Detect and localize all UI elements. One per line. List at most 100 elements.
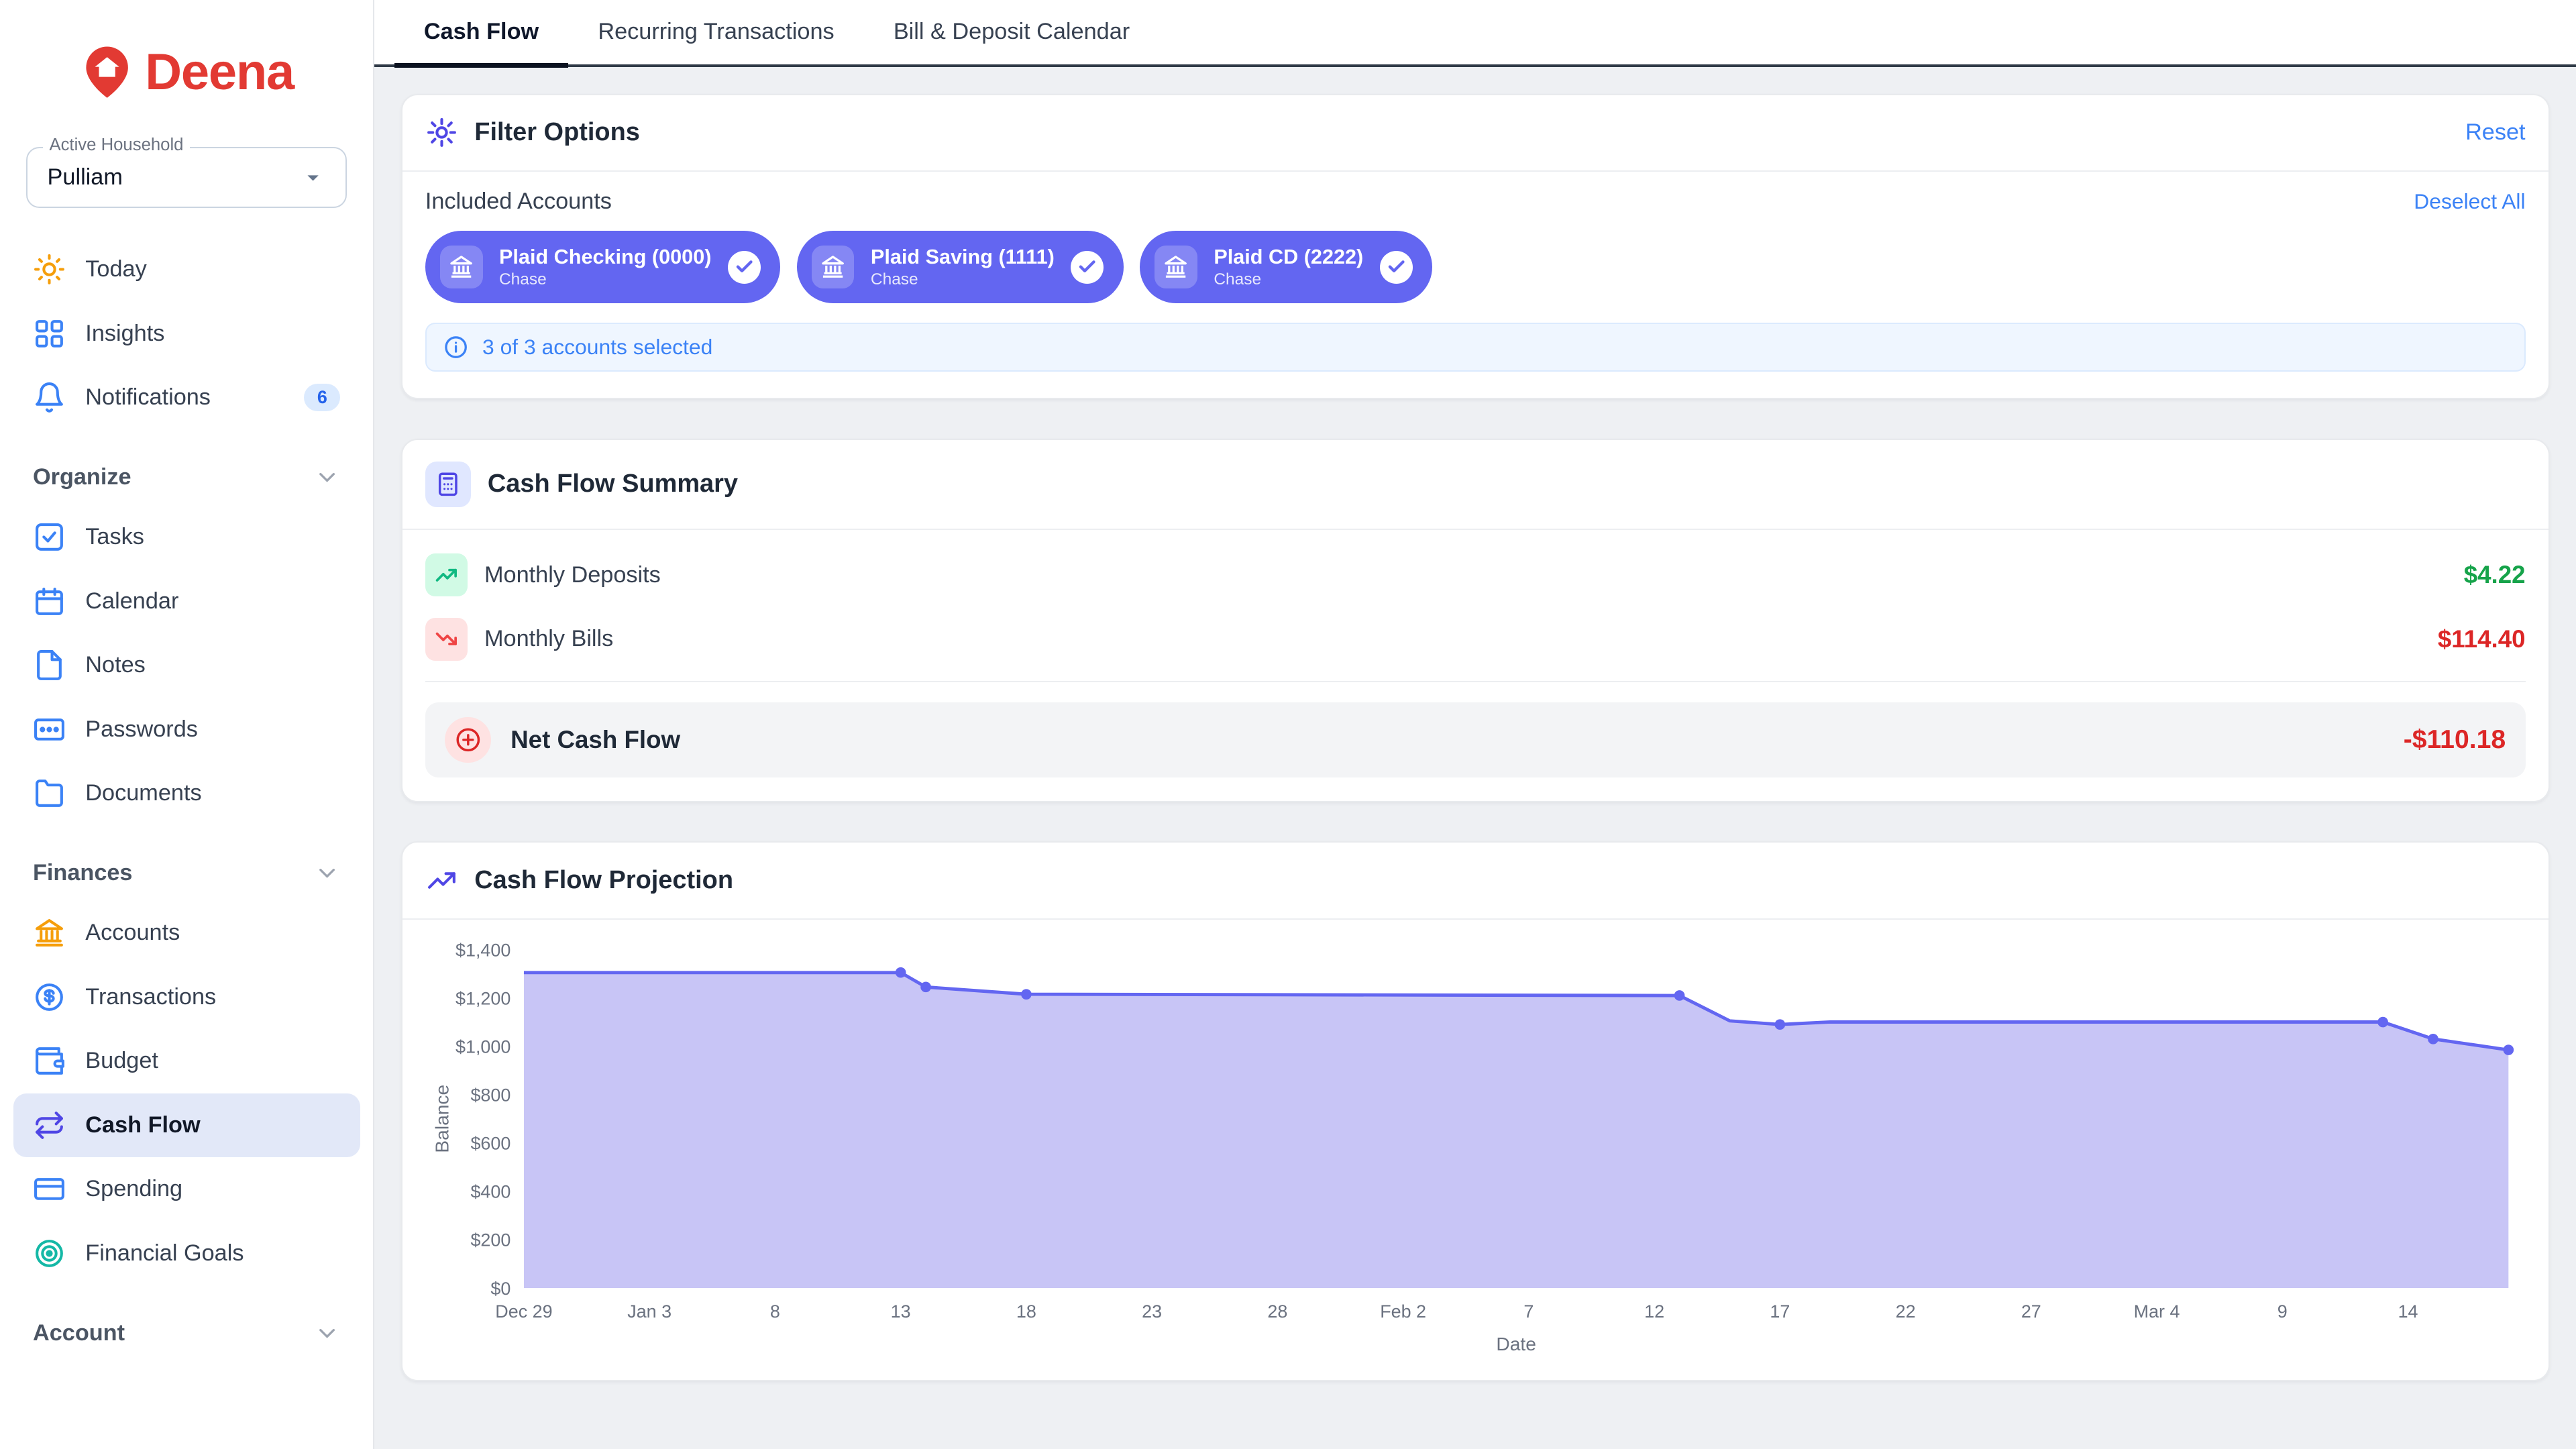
- sidebar-item-label: Notes: [85, 652, 146, 678]
- account-name: Plaid Checking (0000): [499, 245, 712, 268]
- section-organize[interactable]: Organize: [33, 456, 340, 499]
- included-accounts-label: Included Accounts: [425, 188, 612, 214]
- trending-down-icon: [425, 617, 468, 661]
- sidebar-item-documents[interactable]: Documents: [13, 761, 360, 826]
- reset-button[interactable]: Reset: [2465, 119, 2526, 146]
- sun-icon: [34, 254, 64, 285]
- svg-text:$600: $600: [470, 1133, 511, 1153]
- sidebar-item-cash-flow[interactable]: Cash Flow: [13, 1093, 360, 1158]
- check-square-icon: [36, 523, 63, 551]
- svg-text:8: 8: [770, 1301, 780, 1322]
- svg-text:Mar 4: Mar 4: [2133, 1301, 2180, 1322]
- password-card-icon: [34, 718, 64, 741]
- svg-text:27: 27: [2021, 1301, 2041, 1322]
- projection-title: Cash Flow Projection: [474, 866, 734, 895]
- chevron-down-icon: [319, 472, 335, 482]
- accounts-selected-info: 3 of 3 accounts selected: [425, 323, 2526, 372]
- check-icon: [1379, 250, 1413, 284]
- trending-up-icon: [427, 872, 455, 889]
- svg-text:$400: $400: [470, 1181, 511, 1201]
- sidebar-item-notifications[interactable]: Notifications 6: [13, 366, 360, 430]
- page-content: Filter Options Reset Included Accounts D…: [374, 67, 2576, 1449]
- svg-text:Jan 3: Jan 3: [627, 1301, 672, 1322]
- sidebar-nav: Today Insights Notifications 6 Organize …: [0, 215, 373, 1361]
- sidebar-item-transactions[interactable]: Transactions: [13, 965, 360, 1030]
- tab-recurring-transactions[interactable]: Recurring Transactions: [598, 18, 835, 44]
- sidebar-item-label: Transactions: [85, 983, 217, 1010]
- divider: [425, 681, 2526, 682]
- wallet-icon: [36, 1047, 64, 1075]
- cash-flow-summary-card: Cash Flow Summary Monthly Deposits $4.22…: [400, 438, 2550, 802]
- check-icon: [1071, 250, 1104, 284]
- gear-icon: [427, 118, 456, 148]
- household-select[interactable]: Active Household Pulliam: [26, 136, 347, 208]
- svg-text:14: 14: [2398, 1301, 2418, 1322]
- trending-up-icon: [425, 553, 468, 597]
- svg-text:9: 9: [2277, 1301, 2288, 1322]
- net-label: Net Cash Flow: [511, 725, 681, 753]
- sidebar-item-notes[interactable]: Notes: [13, 633, 360, 698]
- account-name: Plaid Saving (1111): [870, 245, 1055, 268]
- summary-title: Cash Flow Summary: [487, 470, 739, 498]
- account-chip-plaid-cd[interactable]: Plaid CD (2222) Chase: [1140, 231, 1433, 303]
- sidebar-item-label: Financial Goals: [85, 1240, 244, 1266]
- svg-text:7: 7: [1523, 1301, 1534, 1322]
- cash-flow-projection-chart: $1,400 $1,200 $1,000 $800 $600 $400 $200 $0 Dec …: [425, 933, 2526, 1360]
- sidebar-item-label: Tasks: [85, 524, 144, 550]
- household-value: Pulliam: [47, 164, 123, 191]
- household-label: Active Household: [42, 136, 191, 156]
- notifications-badge: 6: [304, 384, 341, 412]
- tab-cash-flow[interactable]: Cash Flow: [394, 0, 569, 68]
- bills-value: $114.40: [2437, 625, 2526, 653]
- calendar-icon: [36, 587, 63, 615]
- logo-text: Deena: [145, 43, 294, 101]
- caret-down-icon: [307, 175, 319, 181]
- svg-text:Feb 2: Feb 2: [1380, 1301, 1426, 1322]
- sidebar-item-spending[interactable]: Spending: [13, 1157, 360, 1222]
- logo-pin-icon: [86, 46, 129, 98]
- tab-bill-deposit-calendar[interactable]: Bill & Deposit Calendar: [893, 18, 1130, 44]
- section-account[interactable]: Account: [33, 1311, 340, 1354]
- deselect-all-button[interactable]: Deselect All: [2414, 189, 2526, 213]
- account-chip-plaid-checking[interactable]: Plaid Checking (0000) Chase: [425, 231, 781, 303]
- sidebar-item-calendar[interactable]: Calendar: [13, 570, 360, 634]
- folder-icon: [36, 780, 63, 808]
- filter-options-card: Filter Options Reset Included Accounts D…: [400, 93, 2550, 400]
- sidebar-item-today[interactable]: Today: [13, 237, 360, 302]
- net-value: -$110.18: [2403, 724, 2506, 754]
- account-chip-plaid-saving[interactable]: Plaid Saving (1111) Chase: [796, 231, 1124, 303]
- sidebar-item-passwords[interactable]: Passwords: [13, 698, 360, 762]
- svg-text:23: 23: [1142, 1301, 1162, 1322]
- summary-row-deposits: Monthly Deposits $4.22: [425, 543, 2526, 608]
- main-area: Cash Flow Recurring Transactions Bill & …: [374, 0, 2576, 1449]
- net-cash-flow-row: Net Cash Flow -$110.18: [425, 702, 2526, 778]
- cash-flow-projection-card: Cash Flow Projection $1,400 $1,200 $1,000 $…: [400, 841, 2550, 1381]
- circle-plus-icon: [445, 716, 491, 763]
- svg-text:28: 28: [1267, 1301, 1287, 1322]
- sidebar-item-label: Today: [85, 256, 147, 282]
- sidebar-item-financial-goals[interactable]: Financial Goals: [13, 1222, 360, 1286]
- accounts-selected-text: 3 of 3 accounts selected: [482, 335, 713, 360]
- sidebar-item-label: Notifications: [85, 384, 211, 411]
- svg-text:$1,000: $1,000: [455, 1036, 511, 1057]
- svg-text:Date: Date: [1496, 1334, 1536, 1354]
- chevron-down-icon: [319, 869, 335, 878]
- sidebar-item-label: Documents: [85, 780, 202, 806]
- sidebar-item-accounts[interactable]: Accounts: [13, 901, 360, 965]
- svg-text:17: 17: [1770, 1301, 1790, 1322]
- bank-icon: [1155, 246, 1197, 288]
- calculator-icon: [425, 461, 472, 508]
- check-icon: [727, 250, 761, 284]
- section-finances[interactable]: Finances: [33, 852, 340, 895]
- svg-text:22: 22: [1895, 1301, 1915, 1322]
- sidebar-item-budget[interactable]: Budget: [13, 1029, 360, 1093]
- sidebar-item-label: Cash Flow: [85, 1112, 201, 1138]
- sidebar-item-label: Passwords: [85, 716, 198, 742]
- grid-icon: [36, 319, 63, 347]
- account-name: Plaid CD (2222): [1214, 245, 1364, 268]
- account-chips: Plaid Checking (0000) Chase Plaid Saving…: [425, 231, 2526, 303]
- projection-chart-svg: $1,400 $1,200 $1,000 $800 $600 $400 $200 $0 Dec …: [431, 940, 2514, 1354]
- sidebar-item-tasks[interactable]: Tasks: [13, 505, 360, 570]
- deposits-label: Monthly Deposits: [484, 561, 661, 588]
- sidebar-item-insights[interactable]: Insights: [13, 301, 360, 366]
